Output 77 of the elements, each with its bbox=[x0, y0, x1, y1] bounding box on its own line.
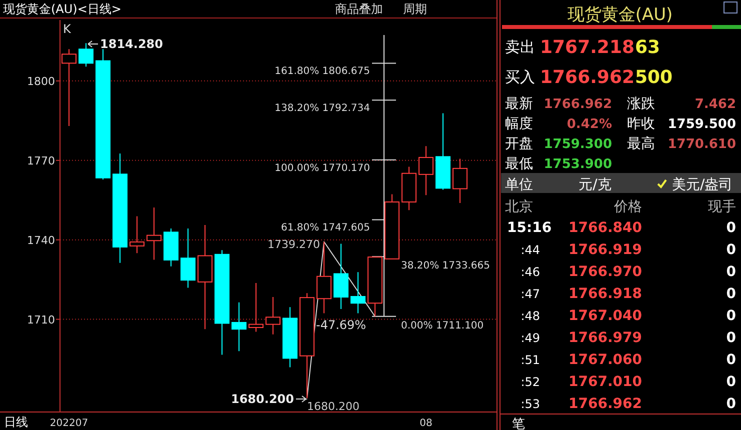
text: 0 bbox=[726, 242, 736, 258]
ref-line-label: 100.00% 1770.170 bbox=[274, 162, 370, 174]
text: 1753.900 bbox=[544, 157, 612, 172]
text: 涨跌 bbox=[627, 96, 655, 112]
text: 0 bbox=[726, 396, 736, 412]
text: 0 bbox=[726, 220, 736, 236]
data-label: 1680.200 bbox=[307, 400, 360, 414]
text: 美元/盎司 bbox=[672, 177, 733, 193]
text: :53 bbox=[520, 397, 540, 411]
annotation: -47.69% bbox=[316, 318, 366, 332]
ref-line-label: 61.80% 1747.605 bbox=[280, 222, 370, 234]
chart-title: 现货黄金(AU)<日线> bbox=[3, 2, 122, 16]
text: :49 bbox=[520, 331, 540, 345]
text: 周期 bbox=[403, 2, 427, 16]
x-axis-title: 日线 bbox=[4, 415, 28, 429]
text: 1766.962 bbox=[544, 97, 612, 112]
text: 北京 bbox=[505, 199, 533, 215]
text: 最新 bbox=[505, 96, 533, 112]
ref-line-label: 0.00% 1711.100 bbox=[401, 320, 484, 332]
x-tick-label: 08 bbox=[420, 418, 432, 429]
y-tick-label: 1800 bbox=[27, 74, 55, 88]
text: :52 bbox=[520, 375, 540, 389]
text: 买入 bbox=[505, 68, 535, 86]
text: 0 bbox=[726, 264, 736, 280]
text: 现手 bbox=[708, 199, 736, 215]
text: 1759.300 bbox=[544, 137, 612, 152]
text: 1766.962 bbox=[568, 396, 642, 412]
text: 1770.610 bbox=[668, 137, 736, 152]
data-label: 1739.270 bbox=[268, 238, 320, 251]
text: 1767.218 bbox=[540, 37, 635, 58]
annotation: 1680.200 bbox=[230, 392, 294, 406]
text: 1759.500 bbox=[668, 117, 736, 132]
text: 1766.840 bbox=[568, 220, 642, 236]
annotation: K bbox=[63, 22, 72, 36]
text: :51 bbox=[520, 353, 540, 367]
text: 商品叠加 bbox=[335, 2, 383, 16]
y-tick-label: 1710 bbox=[27, 313, 55, 326]
text: 单位 bbox=[505, 177, 533, 193]
text: 最低 bbox=[505, 156, 533, 172]
text: 开盘 bbox=[505, 136, 533, 152]
text: 笔 bbox=[512, 417, 525, 430]
ref-line-label: 38.20% 1733.665 bbox=[401, 260, 490, 272]
text: :44 bbox=[520, 243, 540, 257]
text: 1767.010 bbox=[568, 374, 642, 390]
y-tick-label: 1770 bbox=[27, 154, 55, 168]
text: 1767.060 bbox=[568, 352, 642, 368]
text: 0 bbox=[726, 352, 736, 368]
text: 15:16 bbox=[507, 220, 552, 236]
text: 500 bbox=[635, 67, 673, 88]
text: 0 bbox=[726, 308, 736, 324]
text: :47 bbox=[520, 287, 540, 301]
annotation: 1814.280 bbox=[100, 37, 164, 51]
text: :48 bbox=[520, 309, 540, 323]
text: 1766.962 bbox=[540, 67, 635, 88]
text: 1766.918 bbox=[568, 286, 642, 302]
text: 元/克 bbox=[578, 177, 612, 193]
text: 0 bbox=[726, 374, 736, 390]
text: 63 bbox=[635, 37, 660, 58]
ref-line-label: 138.20% 1792.734 bbox=[274, 103, 370, 114]
text: 卖出 bbox=[505, 38, 535, 56]
text: 0 bbox=[726, 330, 736, 346]
ref-line-label: 161.80% 1806.675 bbox=[274, 66, 370, 78]
text: 最高 bbox=[627, 136, 655, 152]
text: 7.462 bbox=[694, 97, 736, 112]
text: 现货黄金(AU) bbox=[567, 5, 673, 25]
text: 0 bbox=[726, 286, 736, 302]
text: 1767.040 bbox=[568, 308, 642, 324]
text: 0.42% bbox=[566, 117, 612, 132]
text: 幅度 bbox=[505, 116, 533, 132]
x-tick-label: 202207 bbox=[50, 418, 88, 429]
text: :46 bbox=[520, 265, 540, 279]
text: 1766.979 bbox=[568, 330, 642, 346]
text: 价格 bbox=[613, 199, 642, 215]
y-tick-label: 1740 bbox=[27, 234, 55, 247]
text: 1766.919 bbox=[568, 242, 642, 258]
text: 昨收 bbox=[627, 116, 655, 132]
text: 1766.970 bbox=[568, 264, 642, 280]
